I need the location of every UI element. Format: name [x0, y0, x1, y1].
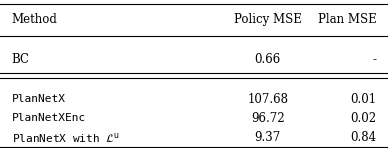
Text: PlanNetX with $\mathcal{L}^\mathrm{u}$: PlanNetX with $\mathcal{L}^\mathrm{u}$ — [12, 131, 120, 145]
Text: Plan MSE: Plan MSE — [318, 13, 376, 26]
Text: 0.84: 0.84 — [350, 131, 376, 144]
Text: BC: BC — [12, 53, 29, 66]
Text: PlanNetX: PlanNetX — [12, 94, 66, 104]
Text: Policy MSE: Policy MSE — [234, 13, 301, 26]
Text: PlanNetXEnc: PlanNetXEnc — [12, 113, 86, 123]
Text: 0.02: 0.02 — [350, 112, 376, 125]
Text: -: - — [372, 53, 376, 66]
Text: 0.66: 0.66 — [255, 53, 281, 66]
Text: 0.01: 0.01 — [350, 93, 376, 106]
Text: 107.68: 107.68 — [247, 93, 288, 106]
Text: 9.37: 9.37 — [255, 131, 281, 144]
Text: Method: Method — [12, 13, 57, 26]
Text: 96.72: 96.72 — [251, 112, 284, 125]
